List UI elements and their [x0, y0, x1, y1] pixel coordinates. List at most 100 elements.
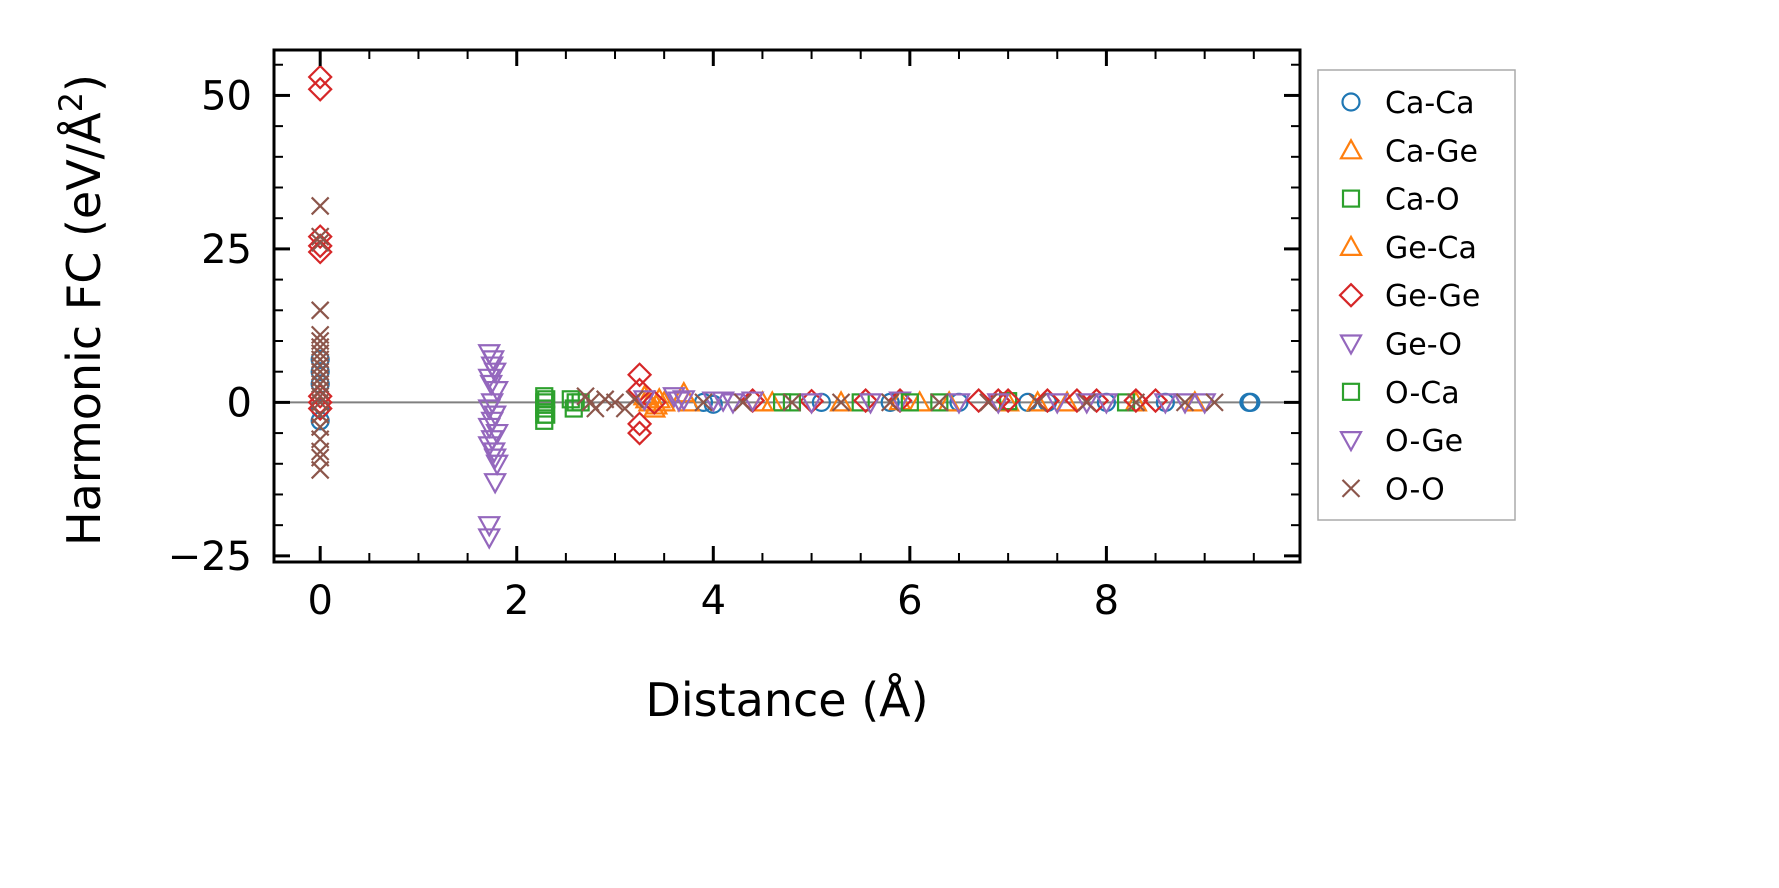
data-point [644, 393, 669, 415]
legend-label: Ca-Ca [1385, 86, 1475, 121]
data-point [307, 224, 333, 250]
data-point [853, 387, 879, 414]
legend-label: Ge-Ca [1385, 231, 1477, 266]
data-point [310, 349, 330, 370]
data-point [937, 390, 962, 412]
data-point [641, 389, 667, 415]
x-tick-label: 0 [307, 578, 332, 624]
data-point [930, 393, 949, 412]
data-point [1205, 393, 1224, 412]
data-point [1175, 393, 1195, 412]
data-point [627, 420, 653, 446]
data-point [966, 387, 992, 414]
data-point [477, 436, 502, 458]
legend-label: O-Ge [1385, 424, 1463, 459]
x-tick-label: 2 [504, 578, 529, 624]
data-point [782, 393, 802, 412]
data-point [1064, 387, 1090, 414]
data-point [627, 411, 653, 437]
data-point [1028, 393, 1047, 412]
data-point [1055, 390, 1079, 412]
data-point [310, 386, 330, 406]
data-point [1025, 390, 1050, 412]
data-point [930, 393, 949, 412]
data-point [947, 393, 971, 415]
y-tick-label: 50 [201, 73, 252, 119]
data-point [310, 196, 330, 216]
data-point [995, 387, 1021, 414]
data-point [477, 417, 502, 440]
data-point [1192, 393, 1217, 415]
plot-marks [274, 64, 1300, 550]
data-point [479, 374, 504, 397]
series-ge-ge [307, 64, 1169, 446]
data-point [477, 528, 502, 550]
data-point [1173, 393, 1197, 415]
series-o-ca [537, 390, 919, 424]
legend-label: Ge-O [1385, 328, 1462, 363]
y-tick-label: −25 [168, 534, 252, 580]
legend-label: Ca-O [1385, 183, 1460, 218]
data-point [1084, 387, 1110, 414]
data-point [482, 442, 507, 464]
series-ge-o [477, 344, 1217, 550]
legend-marker [1341, 189, 1361, 208]
data-point [667, 391, 691, 413]
data-point [733, 393, 753, 412]
data-point [310, 460, 330, 480]
data-point [831, 393, 851, 412]
legend-marker [1341, 382, 1361, 401]
data-point [1153, 393, 1178, 415]
data-point [477, 399, 502, 421]
legend-marker [1339, 334, 1363, 356]
data-point [477, 368, 502, 391]
data-point [999, 392, 1018, 411]
data-point [986, 393, 1011, 415]
legend-marker [1339, 138, 1363, 160]
data-point [310, 362, 330, 382]
data-point [310, 301, 330, 320]
data-point [307, 239, 333, 265]
data-point [537, 405, 556, 424]
data-point [310, 398, 330, 419]
data-point [477, 516, 502, 538]
legend-marker [1341, 92, 1361, 112]
legend-label: O-O [1385, 472, 1445, 507]
data-point [979, 393, 998, 412]
data-point [1123, 387, 1149, 414]
data-point [880, 393, 900, 412]
data-point [888, 391, 912, 413]
data-point [485, 423, 509, 446]
data-point [1077, 393, 1097, 412]
data-point [566, 393, 585, 412]
x-tick-label: 4 [701, 578, 726, 624]
series-o-ge [479, 350, 1197, 464]
data-point [307, 233, 333, 259]
data-point [772, 393, 792, 412]
legend-box [1317, 69, 1516, 521]
legend-marker [1338, 282, 1364, 308]
series-ca-ca [310, 349, 1261, 431]
legend-label: O-Ca [1385, 376, 1460, 411]
plot-frame [272, 48, 1302, 564]
data-point [535, 411, 554, 430]
data-point [1116, 393, 1136, 412]
data-point [1182, 390, 1207, 412]
y-axis-label: Harmonic FC (eV/Å2) [52, 74, 111, 546]
data-point [483, 473, 507, 495]
data-point [310, 227, 330, 246]
axes: 0 2 4 6 8 −25 0 25 50 [168, 48, 1302, 624]
legend-marker [1339, 234, 1363, 256]
data-point [662, 387, 686, 409]
data-point [829, 390, 853, 412]
data-point [799, 393, 824, 415]
data-point [1094, 393, 1119, 415]
data-point [1045, 393, 1070, 415]
data-point [782, 393, 802, 412]
data-point [671, 390, 696, 412]
data-point [307, 76, 333, 102]
legend-label: Ge-Ge [1385, 279, 1480, 314]
data-point [564, 399, 583, 418]
legend-marker [1341, 479, 1361, 498]
data-point [721, 393, 745, 415]
